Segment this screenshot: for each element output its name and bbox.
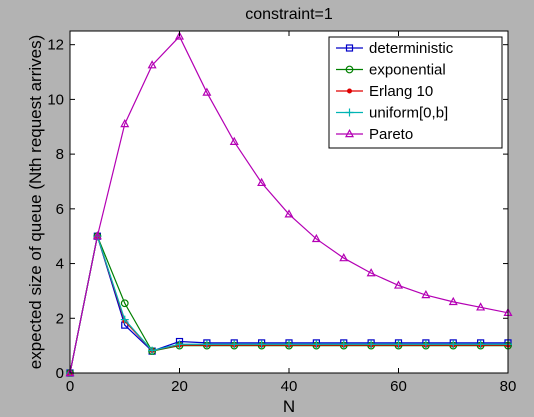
data-point	[65, 367, 75, 377]
data-point	[339, 253, 349, 262]
legend-entry: Erlang 10	[336, 83, 433, 100]
y-tick-label: 10	[47, 91, 64, 108]
data-point	[257, 340, 266, 349]
data-point	[366, 268, 376, 277]
x-tick-label: 40	[281, 378, 298, 395]
data-point	[311, 233, 321, 243]
data-point	[175, 340, 184, 349]
y-tick-label: 4	[56, 256, 64, 273]
data-point	[257, 177, 267, 187]
x-tick-label: 20	[171, 378, 188, 395]
data-point	[312, 340, 321, 349]
data-point	[120, 299, 129, 308]
y-tick-label: 12	[47, 37, 64, 54]
data-point	[421, 289, 431, 299]
y-tick-label: 8	[56, 146, 64, 163]
chart-title: constraint=1	[245, 6, 333, 23]
y-tick-label: 0	[56, 365, 64, 382]
x-tick-label: 0	[66, 378, 74, 395]
data-point	[393, 280, 404, 289]
series-uniform-0-b	[66, 232, 512, 377]
y-axis-label: expected size of queue (Nth request arri…	[26, 35, 45, 370]
data-point	[449, 340, 458, 349]
legend-label: Pareto	[369, 126, 413, 143]
legend-box	[328, 36, 503, 149]
legend-label: Erlang 10	[369, 83, 433, 100]
legend-entry: deterministic	[336, 40, 454, 57]
data-point	[421, 340, 430, 349]
data-point	[339, 340, 348, 349]
data-point	[120, 315, 129, 324]
data-point	[229, 136, 239, 146]
legend-marker	[344, 128, 355, 138]
legend-entry: exponential	[336, 62, 446, 79]
data-point	[147, 60, 157, 69]
legend-label: uniform[0,b]	[369, 105, 448, 122]
data-point	[448, 296, 458, 306]
y-tick-label: 2	[56, 310, 64, 327]
x-tick-label: 60	[390, 378, 407, 395]
data-point	[285, 340, 293, 349]
series-pareto	[65, 31, 513, 377]
data-point	[174, 31, 185, 40]
legend-marker	[345, 44, 354, 52]
data-point	[394, 340, 403, 349]
data-point	[148, 346, 157, 355]
legend-marker	[347, 88, 352, 94]
data-point	[202, 87, 212, 96]
legend-marker	[345, 108, 354, 117]
data-point	[92, 231, 102, 240]
data-point	[476, 302, 486, 311]
data-point	[120, 118, 130, 128]
legend-label: deterministic	[369, 40, 454, 57]
series-line	[69, 35, 509, 374]
data-point	[476, 340, 485, 349]
x-tick-label: 80	[500, 378, 517, 395]
y-tick-label: 6	[56, 201, 64, 218]
legend: deterministic exponential Erlang 10 uniform…	[328, 36, 503, 149]
legend-entry: uniform[0,b]	[336, 105, 448, 122]
data-point	[284, 209, 294, 218]
data-point	[230, 340, 239, 349]
data-point	[367, 340, 376, 349]
x-axis-label: N	[283, 397, 295, 416]
legend-label: exponential	[369, 62, 446, 79]
legend-marker	[345, 65, 354, 74]
data-point	[202, 340, 211, 349]
legend-entry: Pareto	[336, 126, 413, 143]
